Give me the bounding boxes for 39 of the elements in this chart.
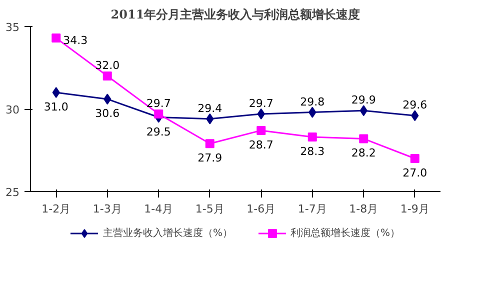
data-label: 29.7	[146, 96, 171, 110]
point	[308, 132, 317, 142]
data-label: 27.0	[402, 166, 428, 180]
point	[256, 126, 266, 135]
y-tick-label: 25	[6, 186, 20, 199]
point	[102, 72, 112, 80]
chart-title: 2011年分月主营业务收入与利润总额增长速度	[110, 8, 360, 22]
x-tick-label: 1-6月	[246, 202, 276, 216]
x-tick-label: 1-4月	[144, 202, 174, 216]
x-tick-label: 1-5月	[195, 202, 224, 216]
x-tick-label: 1-8月	[349, 202, 378, 216]
legend-label: 利润总额增长速度（%）	[290, 226, 400, 240]
point	[205, 139, 214, 148]
point	[52, 34, 61, 43]
x-tick-label: 1-9月	[400, 202, 430, 216]
data-label: 28.3	[300, 145, 325, 158]
data-label: 31.0	[44, 100, 68, 114]
y-tick-label: 30	[6, 104, 20, 116]
data-label: 29.9	[351, 94, 376, 107]
point	[52, 87, 60, 98]
x-tick-label: 1-3月	[92, 202, 122, 216]
data-label: 28.2	[351, 146, 376, 160]
legend-label: 主营业务收入增长速度（%）	[102, 226, 232, 240]
data-label: 29.7	[248, 96, 274, 110]
data-label: 29.5	[146, 125, 171, 138]
data-label: 34.3	[63, 34, 88, 48]
data-label: 27.9	[198, 152, 222, 165]
data-label: 29.6	[402, 98, 428, 112]
y-tick-label: 35	[6, 21, 20, 34]
point	[359, 134, 368, 144]
x-tick-label: 1-7月	[298, 202, 327, 216]
point	[154, 109, 164, 118]
point	[410, 154, 420, 163]
data-label: 32.0	[95, 59, 120, 72]
data-label: 28.7	[248, 138, 274, 152]
data-label: 29.4	[198, 102, 222, 115]
data-label: 29.8	[300, 95, 325, 108]
data-label: 30.6	[95, 107, 120, 120]
x-tick-label: 1-2月	[42, 202, 71, 216]
